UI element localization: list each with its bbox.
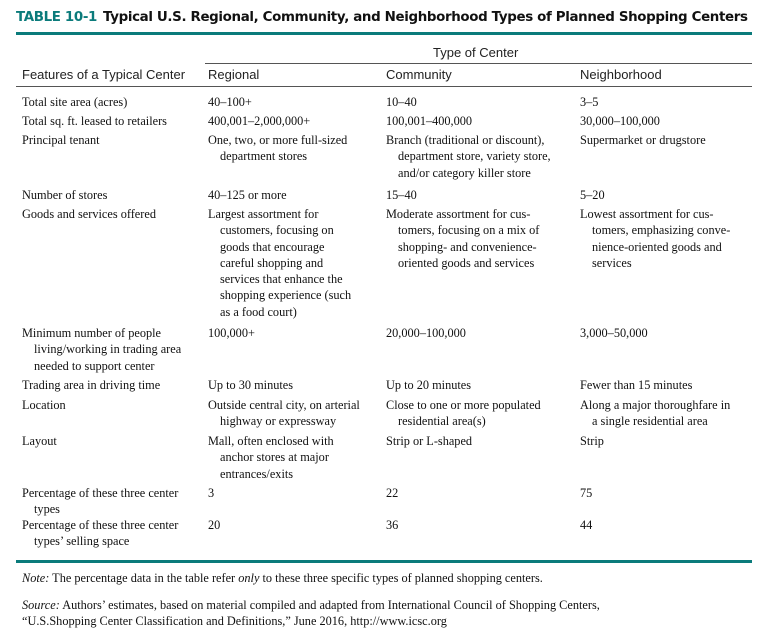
- cell-neighborhood: 5–20: [580, 188, 605, 202]
- source-text: Authors’ estimates, based on material co…: [22, 598, 600, 629]
- note-text: The percentage data in the table refer: [49, 571, 239, 585]
- header-rule: [16, 86, 752, 87]
- cell-regional: Up to 30 minutes: [208, 378, 294, 392]
- group-rule: [205, 63, 752, 64]
- cell-regional: 100,000+: [208, 326, 255, 340]
- row-feature: Location: [22, 398, 66, 412]
- row-feature: Principal tenant: [22, 133, 100, 147]
- cell-regional: Mall, often enclosed with anchor stores …: [208, 434, 334, 481]
- cell-regional: Outside central city, on arterial highwa…: [208, 398, 360, 429]
- table-title-text: Typical U.S. Regional, Community, and Ne…: [103, 10, 748, 25]
- note-text-end: to these three specific types of planned…: [259, 571, 543, 585]
- cell-regional: 40–100+: [208, 95, 252, 109]
- top-rule: [16, 32, 752, 35]
- note-emphasis: only: [238, 571, 260, 585]
- cell-regional: 20: [208, 518, 221, 532]
- cell-regional: 3: [208, 486, 215, 500]
- header-neighborhood: Neighborhood: [580, 67, 662, 82]
- row-feature: Goods and services offered: [22, 207, 156, 221]
- row-feature: Minimum number of people living/working …: [22, 326, 182, 373]
- cell-regional: Largest assortment for customers, focusi…: [208, 207, 352, 319]
- header-community: Community: [386, 67, 452, 82]
- cell-community: Branch (traditional or discount), depart…: [386, 133, 551, 180]
- header-features: Features of a Typical Center: [22, 67, 186, 82]
- bottom-rule: [16, 560, 752, 563]
- cell-community: 10–40: [386, 95, 417, 109]
- cell-neighborhood: Lowest assortment for cus- tomers, empha…: [580, 207, 731, 270]
- cell-community: Close to one or more populated residenti…: [386, 398, 541, 429]
- cell-community: 36: [386, 518, 399, 532]
- row-feature: Trading area in driving time: [22, 378, 161, 392]
- row-feature: Percentage of these three center types: [22, 486, 179, 517]
- cell-neighborhood: Fewer than 15 minutes: [580, 378, 693, 392]
- cell-regional: 400,001–2,000,000+: [208, 114, 311, 128]
- cell-regional: 40–125 or more: [208, 188, 287, 202]
- table-number: TABLE 10-1: [16, 10, 98, 25]
- cell-community: 15–40: [386, 188, 417, 202]
- cell-neighborhood: Strip: [580, 434, 604, 448]
- table-title: TABLE 10-1 Typical U.S. Regional, Communi…: [16, 10, 748, 25]
- cell-neighborhood: Along a major thoroughfare in a single r…: [580, 398, 731, 429]
- column-group-header: Type of Center: [433, 45, 519, 60]
- cell-community: 22: [386, 486, 399, 500]
- cell-neighborhood: Supermarket or drugstore: [580, 133, 706, 147]
- table-note: Note: The percentage data in the table r…: [22, 570, 543, 586]
- cell-neighborhood: 3–5: [580, 95, 599, 109]
- cell-community: Strip or L-shaped: [386, 434, 473, 448]
- row-feature: Total sq. ft. leased to retailers: [22, 114, 167, 128]
- row-feature: Layout: [22, 434, 57, 448]
- table-source: Source: Authors’ estimates, based on mat…: [22, 597, 600, 630]
- source-label: Source:: [22, 598, 60, 612]
- row-feature: Number of stores: [22, 188, 108, 202]
- cell-regional: One, two, or more full-sized department …: [208, 133, 348, 164]
- cell-community: Moderate assortment for cus- tomers, foc…: [386, 207, 540, 270]
- cell-neighborhood: 30,000–100,000: [580, 114, 660, 128]
- row-feature: Percentage of these three center types’ …: [22, 518, 179, 549]
- cell-community: 100,001–400,000: [386, 114, 473, 128]
- row-feature: Total site area (acres): [22, 95, 128, 109]
- cell-neighborhood: 75: [580, 486, 593, 500]
- cell-community: Up to 20 minutes: [386, 378, 472, 392]
- cell-neighborhood: 3,000–50,000: [580, 326, 648, 340]
- note-label: Note:: [22, 571, 50, 585]
- cell-community: 20,000–100,000: [386, 326, 466, 340]
- cell-neighborhood: 44: [580, 518, 593, 532]
- header-regional: Regional: [208, 67, 260, 82]
